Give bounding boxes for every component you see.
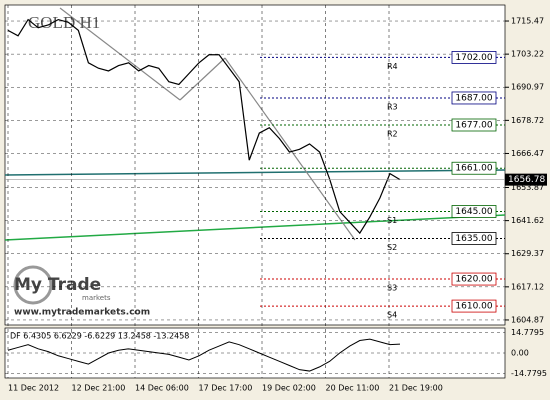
- level-label: 1677.00: [455, 121, 492, 131]
- x-tick-label: 11 Dec 2012: [8, 384, 59, 393]
- level-label: 1610.00: [455, 302, 492, 312]
- level-name: S2: [387, 243, 397, 252]
- price-box: [505, 173, 547, 186]
- level-label: 1620.00: [455, 275, 492, 285]
- level-label: 1687.00: [455, 93, 492, 103]
- y-tick-label: 14.7795: [511, 328, 544, 337]
- level-box: [451, 91, 497, 105]
- indicator-title: DF 6.4305 6.6229 -6.6229 13.2458 -13.245…: [10, 332, 189, 341]
- y-tick-label: 1604.87: [511, 315, 544, 324]
- level-label: 1645.00: [455, 207, 492, 217]
- level-label: 1661.00: [455, 164, 492, 174]
- logo-name: My Trade: [14, 275, 101, 295]
- logo-ring: [13, 265, 53, 305]
- y-tick-label: 1629.37: [511, 249, 544, 258]
- level-label: 1702.00: [455, 53, 492, 63]
- level-box: [451, 161, 497, 175]
- x-tick-label: 19 Dec 02:00: [262, 384, 316, 393]
- level-box: [451, 232, 497, 245]
- logo: My Trade markets www.mytrademarkets.com: [13, 265, 150, 318]
- level-name: R4: [387, 62, 398, 71]
- logo-sub: markets: [82, 294, 111, 302]
- x-tick-label: 21 Dec 19:00: [389, 384, 443, 393]
- trend-line: [4, 169, 506, 176]
- x-tick-label: 14 Dec 06:00: [135, 384, 189, 393]
- level-box: [451, 205, 497, 218]
- x-tick-label: 20 Dec 11:00: [326, 384, 380, 393]
- indicator-line: [7, 338, 401, 372]
- y-tick-label: 1641.62: [511, 216, 544, 225]
- plot-area: [4, 4, 506, 326]
- level-box: [451, 118, 497, 132]
- y-tick-label: 1703.22: [511, 50, 544, 59]
- level-box: [451, 299, 497, 313]
- price-label: 1656.78: [508, 175, 545, 185]
- level-name: R2: [387, 130, 398, 139]
- price-line: [7, 18, 401, 235]
- level-box: [451, 51, 497, 64]
- y-tick-label: -14.7795: [511, 369, 547, 378]
- y-tick-label: 1617.12: [511, 282, 544, 291]
- y-tick-label: 1666.47: [511, 149, 544, 158]
- level-label: 1635.00: [455, 234, 492, 244]
- y-tick-label: 0.00: [511, 349, 529, 358]
- level-name: S4: [387, 311, 397, 320]
- y-tick-label: 1678.72: [511, 116, 544, 125]
- trend-line: [179, 57, 226, 101]
- trend-line: [4, 214, 506, 241]
- x-tick-label: 17 Dec 17:00: [199, 384, 253, 393]
- level-name: S3: [387, 284, 397, 293]
- level-name: R3: [387, 102, 398, 111]
- x-tick-label: 12 Dec 21:00: [72, 384, 126, 393]
- y-tick-label: 1715.47: [511, 17, 544, 26]
- y-tick-label: 1653.87: [511, 183, 544, 192]
- logo-url: www.mytrademarkets.com: [14, 308, 150, 318]
- chart-title: GOLD H1: [28, 13, 100, 32]
- level-box: [451, 272, 497, 286]
- level-name: S1: [387, 216, 397, 225]
- trend-line: [224, 57, 356, 241]
- y-tick-label: 1690.97: [511, 83, 544, 92]
